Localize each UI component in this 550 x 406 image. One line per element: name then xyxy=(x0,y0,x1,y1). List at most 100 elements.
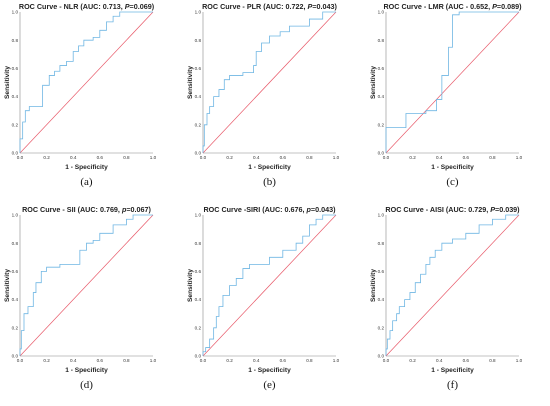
y-tick-label: 0.2 xyxy=(12,325,19,330)
roc-chart-aisi: ROC Curve - AISI (AUC: 0.729, P=0.039) 0.… xyxy=(370,205,523,391)
x-tick-label: 0.4 xyxy=(70,358,77,363)
x-tick-label: 0.6 xyxy=(97,155,104,160)
x-axis-label: 1 - Specificity xyxy=(65,367,108,374)
y-tick-label: 0.6 xyxy=(195,269,202,274)
roc-panel-aisi: ROC Curve - AISI (AUC: 0.729, P=0.039) 0.… xyxy=(366,203,549,406)
y-tick-label: 0.4 xyxy=(12,94,19,99)
y-tick-label: 0.8 xyxy=(12,241,19,246)
y-tick-label: 1.0 xyxy=(378,10,385,15)
y-tick-label: 0.6 xyxy=(195,66,202,71)
y-tick-label: 0.0 xyxy=(378,354,385,359)
roc-chart-nlr: ROC Curve - NLR (AUC: 0.713, P=0.069) 0.0… xyxy=(4,2,157,188)
chart-title-p: P xyxy=(308,2,313,11)
chart-title-p: p xyxy=(306,205,312,214)
panel-label: (f) xyxy=(447,379,458,391)
chart-title: ROC Curve - SII (AUC: 0.769, p=0.067) xyxy=(22,205,151,214)
chart-title-p: P xyxy=(492,2,497,11)
roc-chart-plr: ROC Curve - PLR (AUC: 0.722, P=0.043) 0.0… xyxy=(187,2,340,188)
y-tick-label: 1.0 xyxy=(12,213,19,218)
y-axis-label: Sensitivity xyxy=(187,269,194,302)
roc-curve-line xyxy=(202,11,336,153)
y-axis-label: Sensitivity xyxy=(370,269,377,302)
x-tick-label: 0.0 xyxy=(17,358,24,363)
panel-label: (c) xyxy=(446,176,459,188)
x-tick-label: 0.8 xyxy=(306,358,313,363)
chart-title-end: =0.089) xyxy=(497,2,522,11)
chart-title: ROC Curve -SIRI (AUC: 0.676, p=0.043) xyxy=(203,205,336,214)
y-tick-label: 0.8 xyxy=(12,38,19,43)
y-axis-label: Sensitivity xyxy=(187,66,194,99)
chart-title-end: =0.067) xyxy=(126,205,151,214)
y-tick-label: 0.6 xyxy=(12,269,19,274)
y-tick-label: 0.2 xyxy=(195,325,202,330)
chart-title: ROC Curve - PLR (AUC: 0.722, P=0.043) xyxy=(202,2,337,11)
x-tick-label: 1.0 xyxy=(516,155,523,160)
x-tick-label: 0.0 xyxy=(383,155,390,160)
x-tick-label: 0.6 xyxy=(463,358,470,363)
x-tick-label: 0.2 xyxy=(226,155,233,160)
y-tick-label: 0.4 xyxy=(195,94,202,99)
x-axis-label: 1 - Specificity xyxy=(248,164,291,171)
roc-curve-line xyxy=(385,11,519,153)
chart-title-end: =0.043) xyxy=(312,2,337,11)
y-tick-label: 1.0 xyxy=(12,10,19,15)
y-tick-label: 0.8 xyxy=(378,241,385,246)
panel-label: (a) xyxy=(80,176,93,188)
y-tick-label: 0.0 xyxy=(12,354,19,359)
panel-label: (e) xyxy=(263,379,276,391)
panel-label: (b) xyxy=(263,176,276,188)
x-tick-label: 0.4 xyxy=(253,155,260,160)
x-tick-label: 0.6 xyxy=(280,155,287,160)
chart-title-p: P xyxy=(125,2,130,11)
y-tick-label: 0.4 xyxy=(378,297,385,302)
x-tick-label: 0.4 xyxy=(253,358,260,363)
y-tick-label: 0.4 xyxy=(378,94,385,99)
y-tick-label: 0.8 xyxy=(195,38,202,43)
y-tick-label: 0.2 xyxy=(12,122,19,127)
x-tick-label: 0.4 xyxy=(436,155,443,160)
roc-curve-line xyxy=(202,214,336,356)
x-axis-label: 1 - Specificity xyxy=(431,367,474,374)
y-axis-label: Sensitivity xyxy=(4,66,11,99)
x-tick-label: 0.6 xyxy=(463,155,470,160)
x-tick-label: 0.0 xyxy=(17,155,24,160)
x-tick-label: 1.0 xyxy=(150,358,157,363)
x-tick-label: 0.6 xyxy=(97,358,104,363)
y-tick-label: 0.2 xyxy=(195,122,202,127)
y-axis-label: Sensitivity xyxy=(370,66,377,99)
reference-line xyxy=(385,11,520,154)
chart-title-main: ROC Curve - NLR (AUC: 0.713, xyxy=(19,2,125,11)
x-tick-label: 0.2 xyxy=(409,358,416,363)
y-tick-label: 0.0 xyxy=(195,151,202,156)
y-tick-label: 0.4 xyxy=(195,297,202,302)
x-tick-label: 0.8 xyxy=(489,358,496,363)
y-tick-label: 0.6 xyxy=(378,66,385,71)
chart-title-p: p xyxy=(121,205,127,214)
roc-panel-siri: ROC Curve -SIRI (AUC: 0.676, p=0.043) 0.0… xyxy=(183,203,366,406)
y-tick-label: 1.0 xyxy=(378,213,385,218)
x-tick-label: 0.8 xyxy=(123,358,130,363)
reference-line xyxy=(19,11,154,154)
y-tick-label: 0.4 xyxy=(12,297,19,302)
y-tick-label: 0.0 xyxy=(195,354,202,359)
x-tick-label: 0.8 xyxy=(489,155,496,160)
roc-panel-plr: ROC Curve - PLR (AUC: 0.722, P=0.043) 0.0… xyxy=(183,0,366,203)
roc-panel-nlr: ROC Curve - NLR (AUC: 0.713, P=0.069) 0.0… xyxy=(0,0,183,203)
roc-panel-lmr: ROC Curve - LMR (AUC - 0.652, P=0.089) 0.… xyxy=(366,0,549,203)
x-tick-label: 0.4 xyxy=(70,155,77,160)
reference-line xyxy=(202,214,337,357)
y-tick-label: 0.2 xyxy=(378,122,385,127)
x-tick-label: 0.8 xyxy=(306,155,313,160)
y-axis-label: Sensitivity xyxy=(4,269,11,302)
chart-title-main: ROC Curve -SIRI (AUC: 0.676, xyxy=(203,205,306,214)
x-tick-label: 1.0 xyxy=(333,358,340,363)
chart-title-p: P xyxy=(490,205,495,214)
chart-title-end: =0.069) xyxy=(130,2,155,11)
chart-title: ROC Curve - NLR (AUC: 0.713, P=0.069) xyxy=(19,2,155,11)
x-tick-label: 1.0 xyxy=(516,358,523,363)
roc-curve-line xyxy=(19,214,153,356)
roc-chart-siri: ROC Curve -SIRI (AUC: 0.676, p=0.043) 0.0… xyxy=(187,205,340,391)
x-tick-label: 1.0 xyxy=(333,155,340,160)
x-tick-label: 0.0 xyxy=(200,358,207,363)
